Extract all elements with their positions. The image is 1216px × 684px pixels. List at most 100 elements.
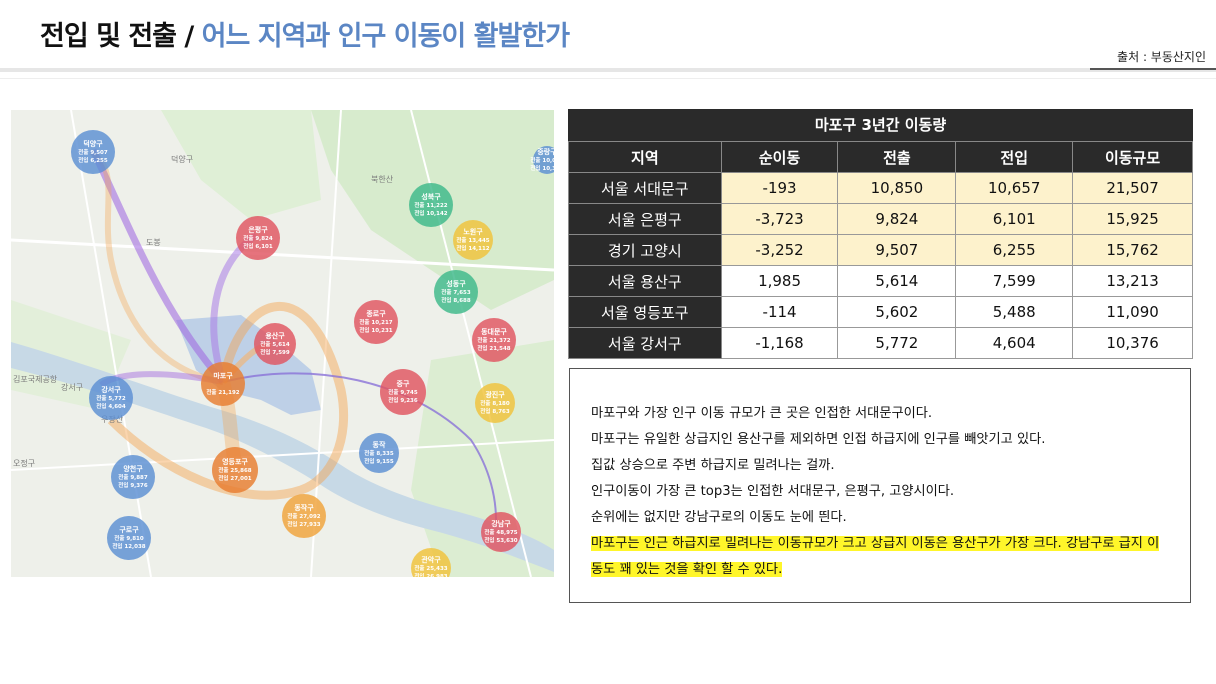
header-scale: 이동규모 (1072, 141, 1193, 173)
note-line: 순위에는 없지만 강남구로의 이동도 눈에 띈다. (591, 510, 847, 525)
note-line: 마포구는 유일한 상급지인 용산구를 제외하면 인접 하급지에 인구를 빼앗기고… (591, 432, 1046, 447)
cell-scale: 10,376 (1072, 327, 1193, 359)
district-bubble-circle (201, 362, 245, 406)
district-bubble-circle (411, 548, 451, 577)
table-row: 서울 영등포구 -114 5,602 5,488 11,090 (568, 296, 1193, 328)
district-bubble-label: 성동구 (446, 279, 466, 288)
page-title: 전입 및 전출 / 어느 지역과 인구 이동이 활발한가 (40, 14, 570, 53)
district-bubble-label: 전입 8,688 (441, 296, 471, 304)
district-bubble-label: 동작구 (294, 503, 314, 512)
district-bubble-label: 전입 6,101 (243, 242, 273, 250)
cell-in: 5,488 (955, 296, 1074, 328)
district-bubble-label: 전입 53,630 (484, 536, 517, 544)
district-bubble-label: 전출 21,372 (477, 336, 510, 344)
flow-arrow (89, 149, 224, 385)
district-bubble-circle (71, 130, 115, 174)
cell-in: 10,657 (955, 172, 1074, 204)
note-highlight: 마포구는 인근 하급지로 밀려나는 이동규모가 크고 상급지 이동은 용산구가 … (591, 536, 1160, 577)
cell-out: 9,507 (837, 234, 957, 266)
district-bubble-circle (354, 300, 398, 344)
cell-region: 서울 강서구 (568, 327, 722, 359)
district-bubble-label: 전입 10,231 (359, 326, 392, 334)
cell-region: 서울 은평구 (568, 203, 722, 235)
header-net: 순이동 (720, 141, 839, 173)
district-bubble-circle (282, 494, 326, 538)
district-bubble-label: 전입 21,548 (477, 344, 510, 352)
han-river (11, 342, 554, 572)
district-bubble-circle (212, 447, 258, 493)
district-bubble-label: 양천구 (123, 464, 143, 473)
district-bubble-circle (89, 376, 133, 420)
district-bubble-label: 전입 6,255 (78, 156, 108, 164)
road (11, 439, 554, 471)
district-bubble-label: 전출 25,868 (218, 466, 251, 474)
district-bubble-label: 전출 5,772 (96, 394, 126, 402)
road (11, 238, 554, 272)
note-line: 인구이동이 가장 큰 top3는 인접한 서대문구, 은평구, 고양시이다. (591, 484, 955, 499)
cell-scale: 15,762 (1072, 234, 1193, 266)
place-label: 도봉 (146, 238, 161, 247)
district-bubble-label: 덕양구 (83, 139, 103, 148)
district-bubble-label: 전입 26,983 (414, 572, 447, 577)
district-bubble-label: 전출 27,092 (287, 512, 320, 520)
district-bubble-label: 은평구 (248, 225, 268, 234)
district-bubble-label: 중랑구 (537, 147, 554, 156)
district-bubble-circle (111, 455, 155, 499)
district-bubble-label: 관악구 (421, 555, 441, 564)
district-bubble-label: 전출 9,507 (78, 148, 108, 156)
cell-region: 경기 고양시 (568, 234, 722, 266)
district-bubble-circle (481, 512, 521, 552)
district-bubble-label: 전출 11,222 (414, 201, 447, 209)
source-label: 출처 : 부동산지인 (1117, 50, 1206, 64)
district-bubble-label: 전입 27,933 (287, 520, 320, 528)
table-row: 서울 용산구 1,985 5,614 7,599 13,213 (568, 265, 1193, 297)
cell-in: 6,255 (955, 234, 1074, 266)
cell-out: 5,602 (837, 296, 957, 328)
mapo-movement-table: 마포구 3년간 이동량 지역 순이동 전출 전입 이동규모 서울 서대문구 -1… (568, 109, 1193, 359)
district-bubble-label: 전입 4,604 (96, 402, 126, 410)
district-bubble-label: 광진구 (485, 390, 505, 399)
district-bubble-circle (380, 369, 426, 415)
analysis-notes: 마포구와 가장 인구 이동 규모가 큰 곳은 인접한 서대문구이다. 마포구는 … (569, 368, 1191, 603)
district-bubble-label: 중구 (397, 380, 410, 388)
map-green-area (161, 110, 321, 220)
road (70, 110, 152, 577)
district-bubble-label: 전입 9,236 (388, 396, 418, 404)
district-bubble-circle (475, 383, 515, 423)
district-bubble-label: 전입 9,155 (364, 457, 394, 465)
cell-out: 9,824 (837, 203, 957, 235)
district-bubble-label: 성북구 (421, 192, 441, 201)
district-bubble-label: 동작 (373, 440, 386, 449)
district-bubble-circle (533, 146, 554, 174)
header-out: 전출 (837, 141, 957, 173)
cell-scale: 13,213 (1072, 265, 1193, 297)
table-row: 경기 고양시 -3,252 9,507 6,255 15,762 (568, 234, 1193, 266)
table-row: 서울 은평구 -3,723 9,824 6,101 15,925 (568, 203, 1193, 235)
district-bubble-label: 전출 5,614 (260, 340, 290, 348)
table-header-row: 지역 순이동 전출 전입 이동규모 (568, 141, 1193, 173)
note-line: 마포구와 가장 인구 이동 규모가 큰 곳은 인접한 서대문구이다. (591, 406, 933, 421)
district-bubble-circle (236, 216, 280, 260)
district-bubble-label: 동대문구 (481, 327, 507, 336)
district-bubble-label: 마포구 (213, 371, 233, 380)
district-bubble-label: 전입 12,038 (112, 542, 145, 550)
table-row: 서울 서대문구 -193 10,850 10,657 21,507 (568, 172, 1193, 204)
district-bubble-label: 용산구 (265, 331, 285, 340)
district-bubble-label: 전출 9,745 (388, 388, 418, 396)
cell-out: 5,614 (837, 265, 957, 297)
district-bubble-circle (434, 270, 478, 314)
district-bubble-label: 전입 10,345 (530, 164, 554, 172)
flow-arrow (89, 148, 226, 385)
district-bubble-label: 종로구 (366, 310, 386, 318)
